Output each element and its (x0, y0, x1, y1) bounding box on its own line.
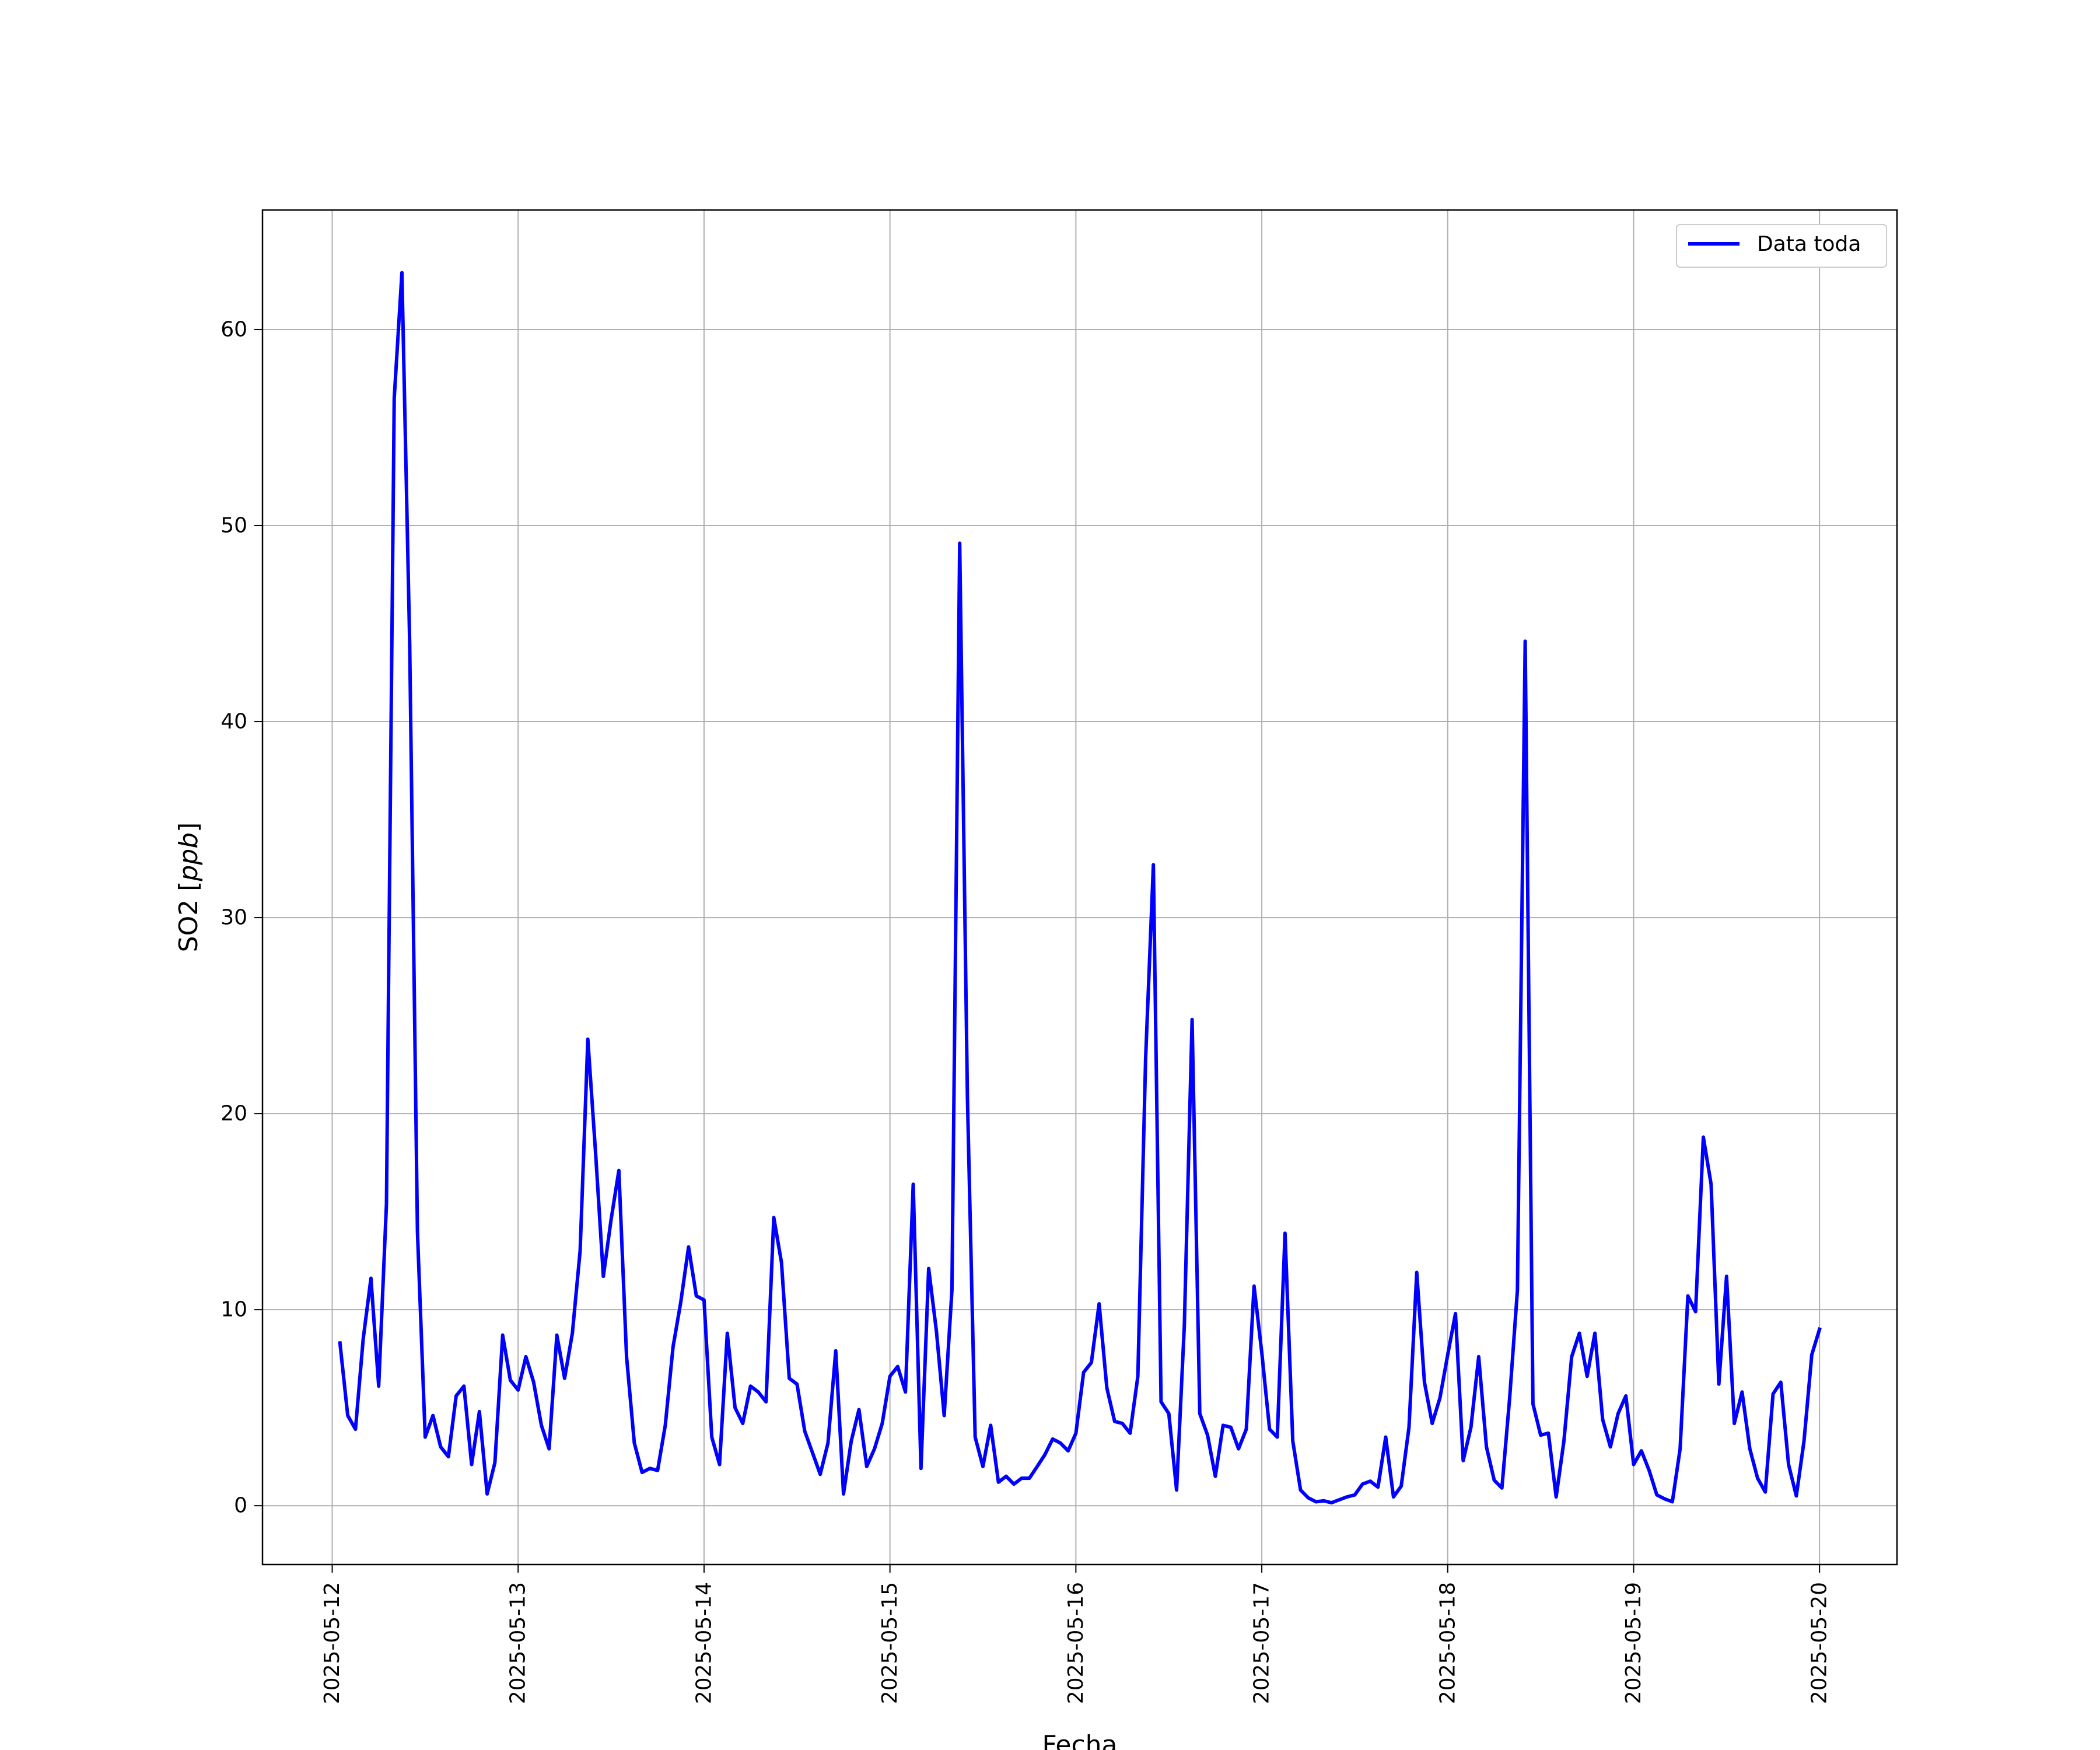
y-axis-label: SO2 [ppb] (174, 822, 204, 953)
legend-label: Data toda (1757, 232, 1861, 256)
y-tick-label: 30 (220, 906, 247, 930)
legend: Data toda (1676, 224, 1887, 268)
grid (262, 210, 1897, 1564)
y-tick-label: 40 (220, 710, 247, 734)
x-axis-label: Fecha (1042, 1730, 1117, 1750)
series-line-0 (338, 271, 1822, 1505)
x-tick-label: 2025-05-17 (1250, 1582, 1274, 1704)
y-tick-label: 10 (220, 1298, 247, 1322)
x-tick-label: 2025-05-19 (1622, 1582, 1646, 1704)
plot-area (261, 209, 1898, 1566)
x-tick-label: 2025-05-13 (506, 1582, 530, 1704)
y-tick-label: 60 (220, 317, 247, 341)
y-tick-label: 0 (234, 1494, 247, 1518)
x-tick-label: 2025-05-20 (1808, 1582, 1832, 1704)
series-layer (338, 271, 1822, 1505)
x-tick-label: 2025-05-16 (1064, 1582, 1088, 1704)
legend-box (1676, 224, 1887, 268)
y-tick-label: 20 (220, 1102, 247, 1126)
x-tick-label: 2025-05-15 (878, 1582, 902, 1704)
y-tick-label: 50 (220, 514, 247, 538)
x-tick-label: 2025-05-18 (1436, 1582, 1460, 1704)
x-tick-label: 2025-05-14 (692, 1582, 716, 1704)
x-axis: 2025-05-12 2025-05-13 2025-05-14 2025-05-15… (320, 1564, 1832, 1704)
x-tick-label: 2025-05-12 (320, 1582, 344, 1704)
y-axis: 0 10 20 30 40 50 60 (220, 317, 262, 1518)
